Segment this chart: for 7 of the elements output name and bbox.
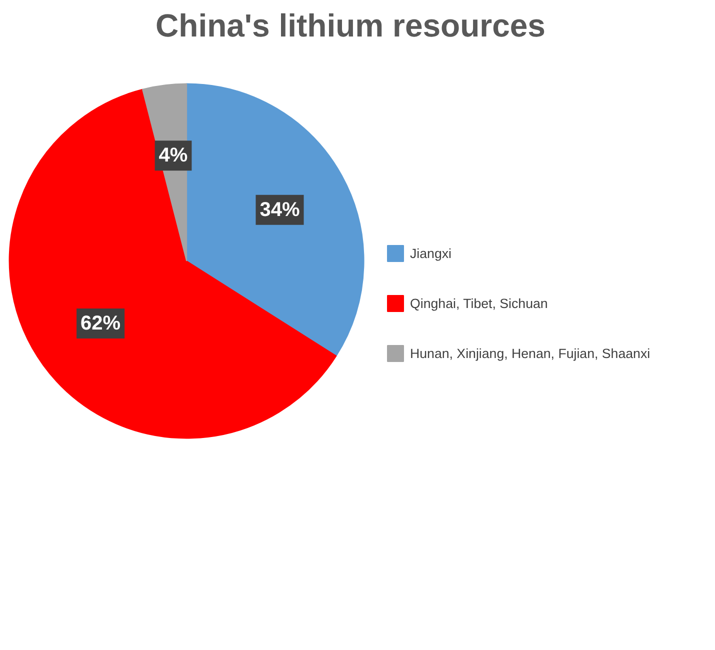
data-label: 34% bbox=[260, 198, 300, 221]
data-label: 62% bbox=[80, 312, 121, 334]
data-label: 4% bbox=[158, 144, 188, 167]
chart-title: China's lithium resources bbox=[156, 8, 546, 44]
legend-label: Jiangxi bbox=[410, 246, 452, 260]
legend-label: Qinghai, Tibet, Sichuan bbox=[410, 296, 548, 310]
legend-label: Hunan, Xinjiang, Henan, Fujian, Shaanxi bbox=[410, 346, 650, 360]
